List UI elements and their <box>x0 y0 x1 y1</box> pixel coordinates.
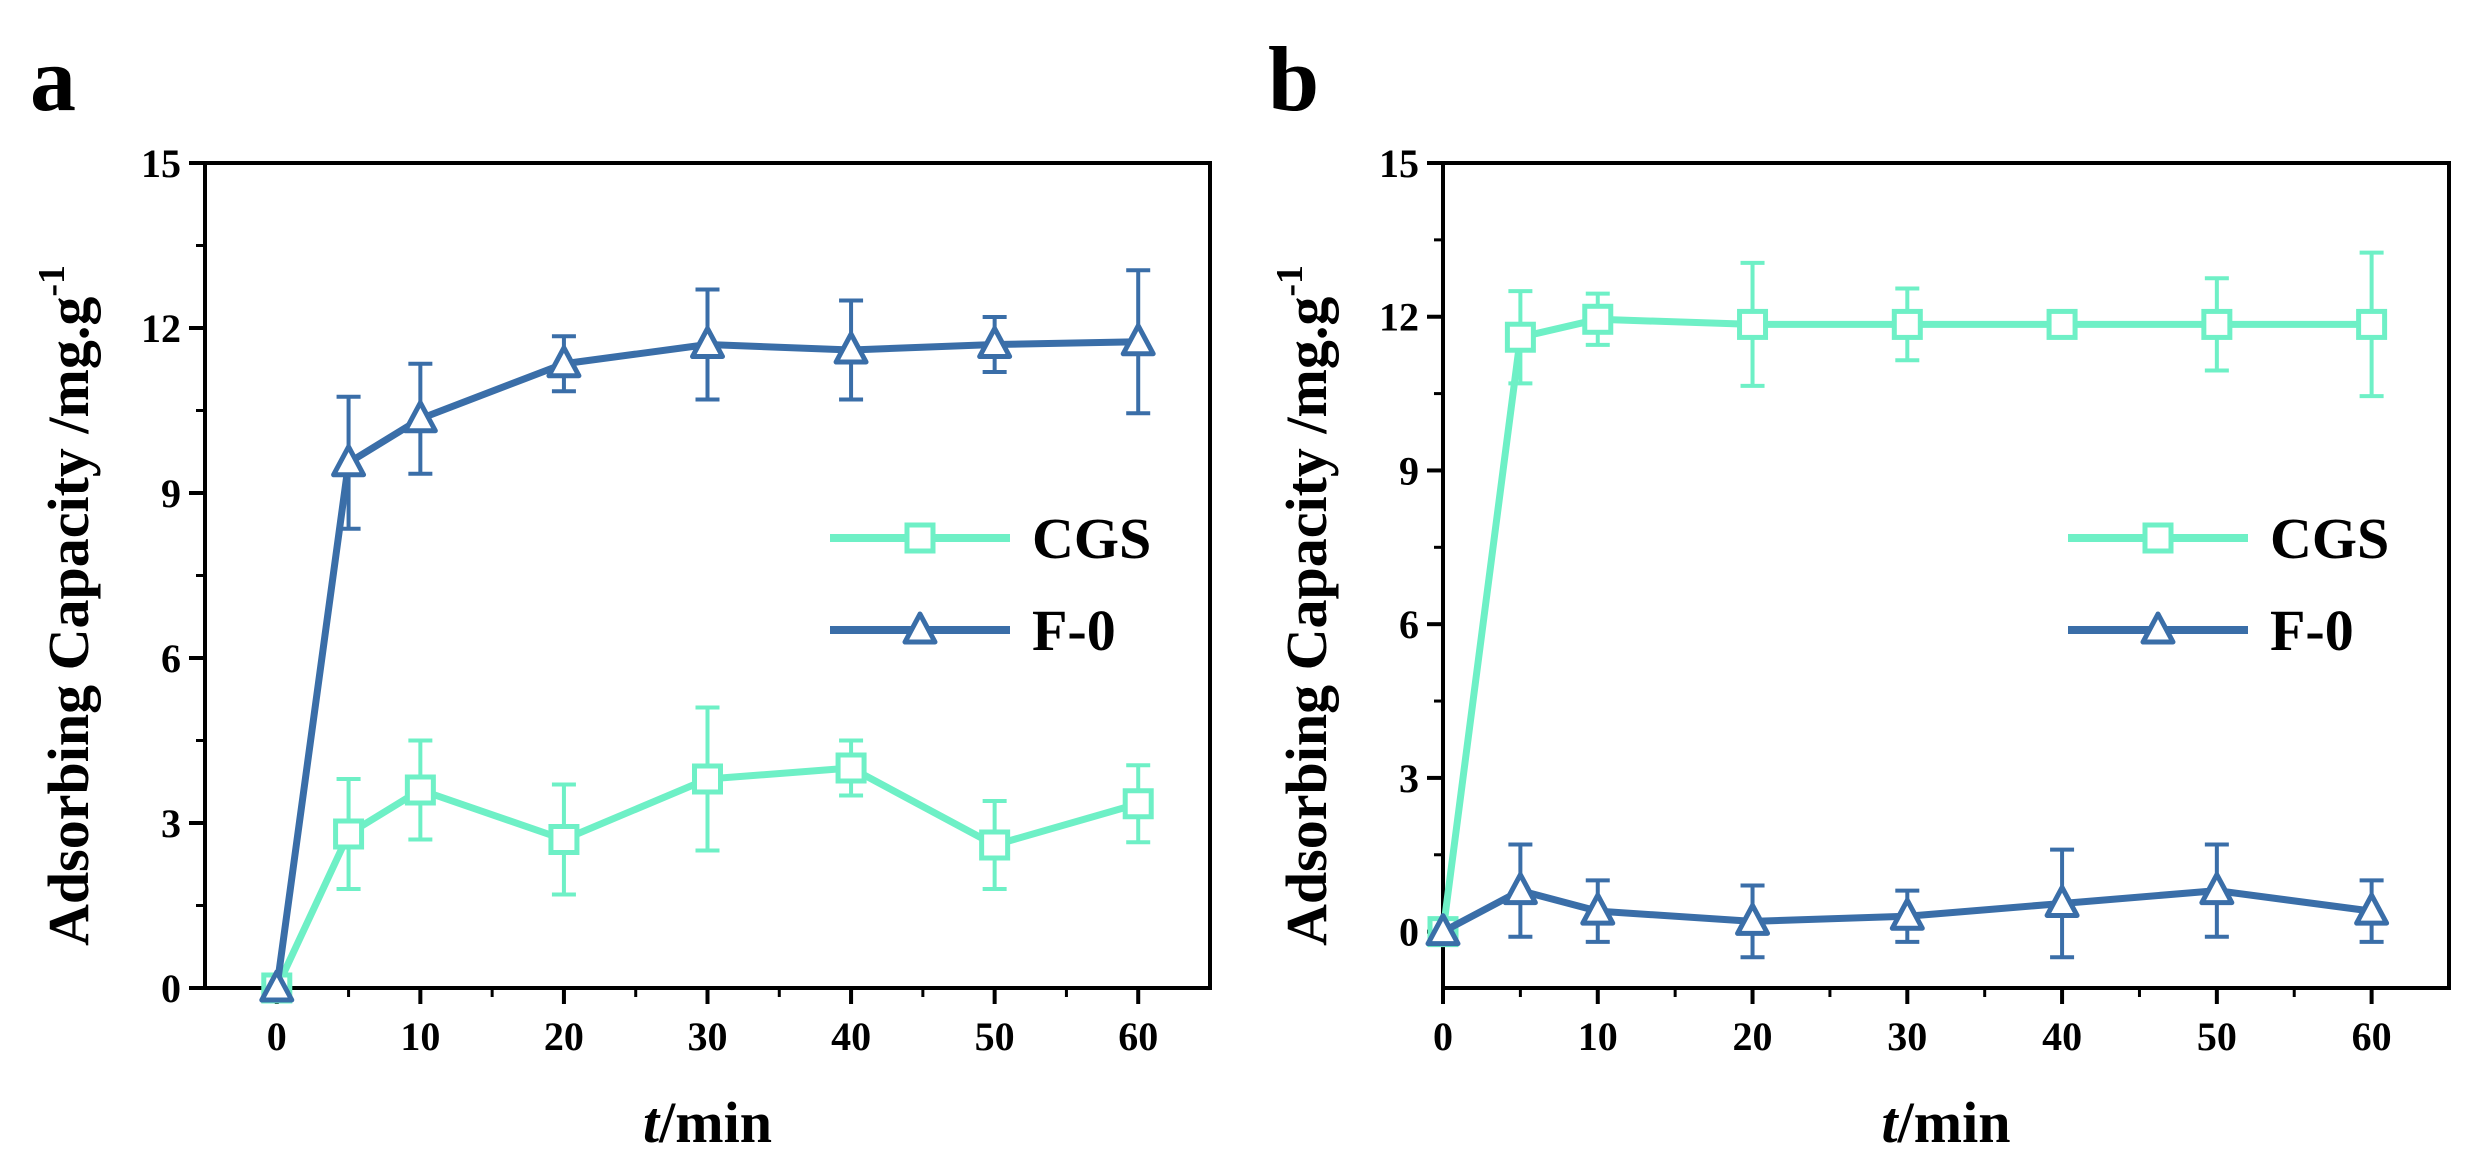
y-axis-label-main: Adsorbing Capacity /mg.g <box>1274 297 1339 946</box>
x-tick-label: 20 <box>544 1014 584 1059</box>
data-point <box>977 326 1013 359</box>
panel-letter: b <box>1268 28 1319 130</box>
data-point <box>546 345 582 379</box>
series-f-0: F-0 <box>1425 598 2390 960</box>
data-point <box>690 326 725 359</box>
panel-a: a 0 10 20 30 40 50 60 0 3 6 9 12 15 t/min Adsorbing Cap… <box>30 28 1212 1155</box>
legend-swatch-marker <box>2140 611 2176 645</box>
legend-label: F-0 <box>2270 598 2354 663</box>
data-point <box>1582 303 1614 335</box>
x-tick-label: 10 <box>1578 1014 1618 1059</box>
data-point <box>1122 788 1154 820</box>
series-cgs: CGS <box>1427 250 2389 948</box>
data-point <box>835 752 867 784</box>
x-tick-label: 20 <box>1733 1014 1773 1059</box>
series-f-0: F-0 <box>259 268 1156 1003</box>
y-axis-label-main: Adsorbing Capacity /mg.g <box>36 297 101 946</box>
y-tick-label: 3 <box>1399 756 1419 801</box>
x-tick-label: 60 <box>2352 1014 2392 1059</box>
data-point <box>259 969 295 1003</box>
x-axis-label-unit: /min <box>658 1090 772 1155</box>
x-tick-label: 30 <box>688 1014 728 1059</box>
legend-label: CGS <box>2270 506 2389 571</box>
x-tick-label: 40 <box>831 1014 871 1059</box>
data-point <box>1120 323 1156 357</box>
x-tick-label: 60 <box>1118 1014 1158 1059</box>
data-point <box>1425 913 1461 947</box>
data-point <box>2354 892 2390 926</box>
legend-swatch-marker <box>902 611 938 645</box>
y-tick-label: 6 <box>161 636 181 681</box>
x-tick-label: 50 <box>975 1014 1015 1059</box>
plot-frame <box>1441 161 2451 990</box>
y-axis-label-superscript: -1 <box>1269 265 1311 297</box>
data-point <box>833 331 869 365</box>
x-tick-label: 30 <box>1887 1014 1927 1059</box>
data-point <box>1737 308 1769 340</box>
data-point <box>2046 308 2078 340</box>
data-point <box>2356 308 2388 340</box>
x-axis-label-italic: t <box>643 1090 661 1155</box>
data-point <box>1891 308 1923 340</box>
x-tick-label: 50 <box>2197 1014 2237 1059</box>
legend-swatch-marker <box>2142 522 2174 554</box>
series-line <box>273 338 1139 989</box>
y-tick-label: 15 <box>141 141 181 186</box>
data-point <box>1502 872 1538 906</box>
legend-swatch-marker <box>904 522 936 554</box>
legend-label: CGS <box>1032 506 1151 571</box>
y-axis-label: Adsorbing Capacity /mg.g-1 <box>1269 265 1339 946</box>
y-tick-label: 0 <box>1399 910 1419 955</box>
data-point <box>979 829 1011 861</box>
x-tick-label: 0 <box>1433 1014 1453 1059</box>
y-axis-label-superscript: -1 <box>31 265 73 297</box>
y-tick-label: 9 <box>161 471 181 516</box>
x-axis-label: t/min <box>1882 1090 2011 1155</box>
data-point <box>548 824 580 855</box>
data-point <box>333 818 365 850</box>
x-tick-label: 40 <box>2042 1014 2082 1059</box>
y-tick-label: 12 <box>1379 295 1419 340</box>
data-point <box>331 444 367 478</box>
data-point <box>2199 872 2235 906</box>
data-point <box>1889 897 1925 931</box>
data-point <box>1504 321 1536 353</box>
y-tick-label: 3 <box>161 801 181 846</box>
series-line <box>1439 315 2372 933</box>
y-tick-label: 6 <box>1399 602 1419 647</box>
data-point <box>692 763 723 795</box>
plot-frame <box>203 161 1212 990</box>
y-tick-label: 15 <box>1379 141 1419 186</box>
data-point <box>404 774 436 806</box>
data-point <box>402 400 438 434</box>
data-point <box>1580 892 1616 926</box>
y-tick-label: 0 <box>161 966 181 1011</box>
x-tick-label: 10 <box>400 1014 440 1059</box>
x-axis-label-unit: /min <box>1897 1090 2011 1155</box>
panel-letter: a <box>30 28 76 130</box>
y-axis-label: Adsorbing Capacity /mg.g-1 <box>31 265 101 946</box>
panel-b: b 0 10 20 30 40 50 60 0 3 6 9 12 15 t/min Adsorbing Cap… <box>1268 28 2451 1155</box>
series-cgs: CGS <box>261 506 1154 1004</box>
x-axis-label-italic: t <box>1882 1090 1900 1155</box>
data-point <box>2201 308 2233 340</box>
data-point <box>2044 884 2080 918</box>
x-tick-label: 0 <box>267 1014 287 1059</box>
data-point <box>1735 902 1771 936</box>
legend-label: F-0 <box>1032 598 1116 663</box>
x-axis-label: t/min <box>643 1090 772 1155</box>
y-tick-label: 12 <box>141 306 181 351</box>
y-tick-label: 9 <box>1399 448 1419 493</box>
